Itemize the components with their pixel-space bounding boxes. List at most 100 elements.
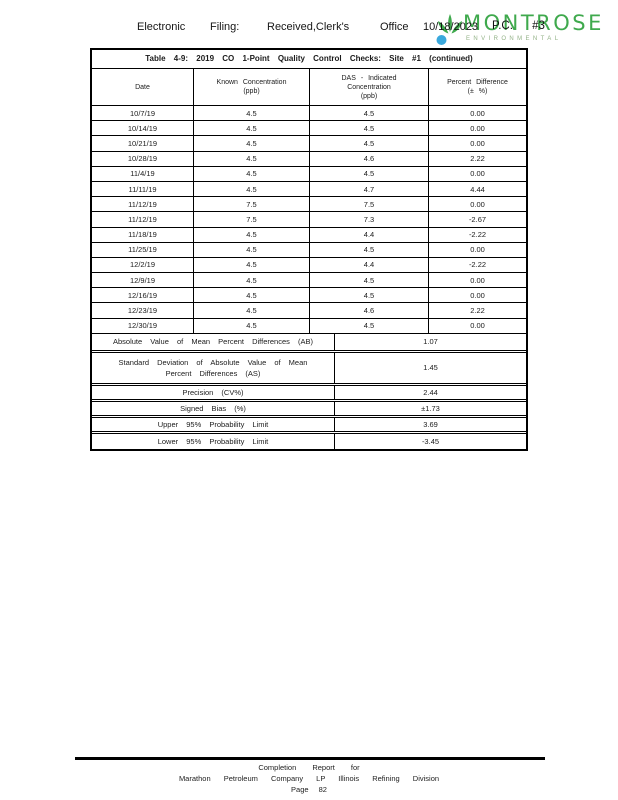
summary-row: Lower 95% Probability Limit -3.45: [92, 430, 526, 449]
table-row: 12/30/19 4.5 4.5 0.00: [92, 318, 526, 334]
filing-stamp: P.C. #3: [492, 20, 545, 32]
table-cell: 2.22: [428, 303, 526, 318]
table-cell: 7.5: [193, 212, 309, 227]
table-cell: 0.00: [428, 121, 526, 136]
table-cell: 11/12/19: [128, 199, 157, 209]
summary-label: Standard Deviation of Absolute Value of …: [92, 352, 335, 383]
table-cell: 4.6: [309, 151, 428, 166]
table-row: 12/16/19 4.5 4.5 0.00: [92, 288, 526, 304]
table-summary: Absolute Value of Mean Percent Differenc…: [92, 333, 526, 449]
page-footer: Completion Report for Marathon Petroleum…: [0, 762, 618, 795]
table-row: 10/7/19 4.5 4.5 0.00: [92, 106, 526, 122]
table-cell: 11/11/19: [128, 184, 157, 194]
table-cell: 10/21/19: [127, 138, 158, 148]
column-header-date: Date: [135, 83, 150, 91]
table-cell: 4.5: [193, 303, 309, 318]
table-cell: 0.00: [428, 318, 526, 333]
footer-company: Marathon Petroleum Company LP Illinois R…: [178, 774, 440, 783]
summary-value: 2.44: [423, 387, 438, 397]
filing-header-word: Received,Clerk's: [267, 21, 350, 33]
table-body: 10/7/19 4.5 4.5 0.00 10/14/19 4.5 4.5 0.00 10/21…: [92, 106, 526, 334]
table-row: 10/28/19 4.5 4.6 2.22: [92, 151, 526, 167]
column-header-known-concentration: Known Concentration (ppb): [193, 69, 309, 105]
table-header-row: Date Known Concentration (ppb) DAS - Ind…: [92, 69, 526, 106]
table-cell: 4.5: [193, 242, 309, 257]
montrose-leaf-icon: [436, 14, 462, 45]
table-cell: 0.00: [428, 136, 526, 151]
summary-label: Upper 95% Probability Limit: [92, 417, 335, 431]
footer-rule: [75, 757, 545, 760]
table-cell: 7.3: [309, 212, 428, 227]
table-cell: 4.7: [309, 181, 428, 197]
table-cell: 4.5: [309, 318, 428, 333]
table-cell: 0.00: [428, 197, 526, 212]
table-row: 11/18/19 4.5 4.4 -2.22: [92, 227, 526, 243]
table-cell: 4.4: [309, 257, 428, 273]
table-cell: 11/18/19: [128, 230, 157, 240]
table-cell: 4.5: [193, 136, 309, 151]
table-cell: -2.22: [428, 227, 526, 242]
table-title: Table 4-9: 2019 CO 1-Point Quality Contr…: [92, 50, 526, 69]
table-cell: 4.5: [309, 242, 428, 257]
footer-report-title: Completion Report for: [258, 763, 360, 772]
logo-subtitle: ENVIRONMENTAL: [466, 36, 562, 42]
table-cell: 4.5: [193, 181, 309, 197]
summary-value: ±1.73: [421, 403, 440, 413]
table-cell: 4.5: [193, 166, 309, 181]
table-row: 10/14/19 4.5 4.5 0.00: [92, 121, 526, 137]
table-cell: 12/2/19: [129, 260, 156, 270]
summary-label: Signed Bias (%): [92, 401, 335, 415]
table-cell: 4.5: [309, 136, 428, 151]
summary-label: Absolute Value of Mean Percent Differenc…: [92, 333, 335, 350]
table-cell: 11/25/19: [128, 245, 157, 255]
table-cell: 4.5: [309, 288, 428, 303]
summary-label: Lower 95% Probability Limit: [92, 433, 335, 449]
table-cell: 0.00: [428, 273, 526, 288]
summary-value: 1.45: [423, 363, 438, 373]
filing-header-word: Office: [380, 21, 409, 33]
summary-row: Upper 95% Probability Limit 3.69: [92, 414, 526, 431]
table-cell: 12/16/19: [127, 290, 158, 300]
table-row: 11/4/19 4.5 4.5 0.00: [92, 166, 526, 182]
table-cell: 4.5: [193, 318, 309, 333]
filing-date: 10/18/2023: [423, 21, 479, 33]
table-cell: 4.44: [428, 181, 526, 197]
table-row: 12/9/19 4.5 4.5 0.00: [92, 273, 526, 289]
table-cell: 4.6: [309, 303, 428, 318]
table-cell: 4.4: [309, 227, 428, 242]
table-cell: 4.5: [193, 227, 309, 242]
table-cell: 4.5: [309, 273, 428, 288]
table-cell: 4.5: [309, 166, 428, 181]
table-cell: -2.67: [428, 212, 526, 227]
summary-value: -3.45: [421, 436, 440, 446]
table-cell: 7.5: [193, 197, 309, 212]
table-cell: 7.5: [309, 197, 428, 212]
qc-checks-table: Table 4-9: 2019 CO 1-Point Quality Contr…: [90, 48, 528, 451]
summary-row: Absolute Value of Mean Percent Differenc…: [92, 333, 526, 350]
filing-header-word: Electronic: [137, 21, 186, 33]
table-cell: 11/4/19: [130, 169, 155, 179]
table-cell: 4.5: [193, 121, 309, 136]
table-cell: 0.00: [428, 288, 526, 303]
column-header-das-indicated-concentration: DAS - Indicated Concentration (ppb): [309, 69, 428, 105]
footer-page-number: Page 82: [291, 785, 327, 794]
table-cell: 11/12/19: [128, 214, 157, 224]
summary-row: Signed Bias (%) ±1.73: [92, 398, 526, 415]
logo-wordmark: MONTROSE: [463, 11, 604, 35]
table-row: 12/2/19 4.5 4.4 -2.22: [92, 257, 526, 274]
column-header-percent-difference: Percent Difference (± %): [428, 69, 526, 105]
table-cell: 10/7/19: [129, 108, 156, 118]
table-cell: 0.00: [428, 242, 526, 257]
table-cell: 10/14/19: [127, 123, 158, 133]
table-cell: 10/28/19: [127, 154, 158, 164]
table-cell: 4.5: [193, 106, 309, 121]
filing-header-word: Filing:: [210, 21, 240, 33]
summary-value: 3.69: [423, 419, 438, 429]
summary-label: Precision (CV%): [92, 385, 335, 399]
table-cell: 0.00: [428, 106, 526, 121]
table-cell: -2.22: [428, 257, 526, 273]
table-cell: 4.5: [193, 273, 309, 288]
table-cell: 12/9/19: [129, 275, 156, 285]
montrose-logo: MONTROSE ENVIRONMENTAL: [435, 11, 610, 49]
